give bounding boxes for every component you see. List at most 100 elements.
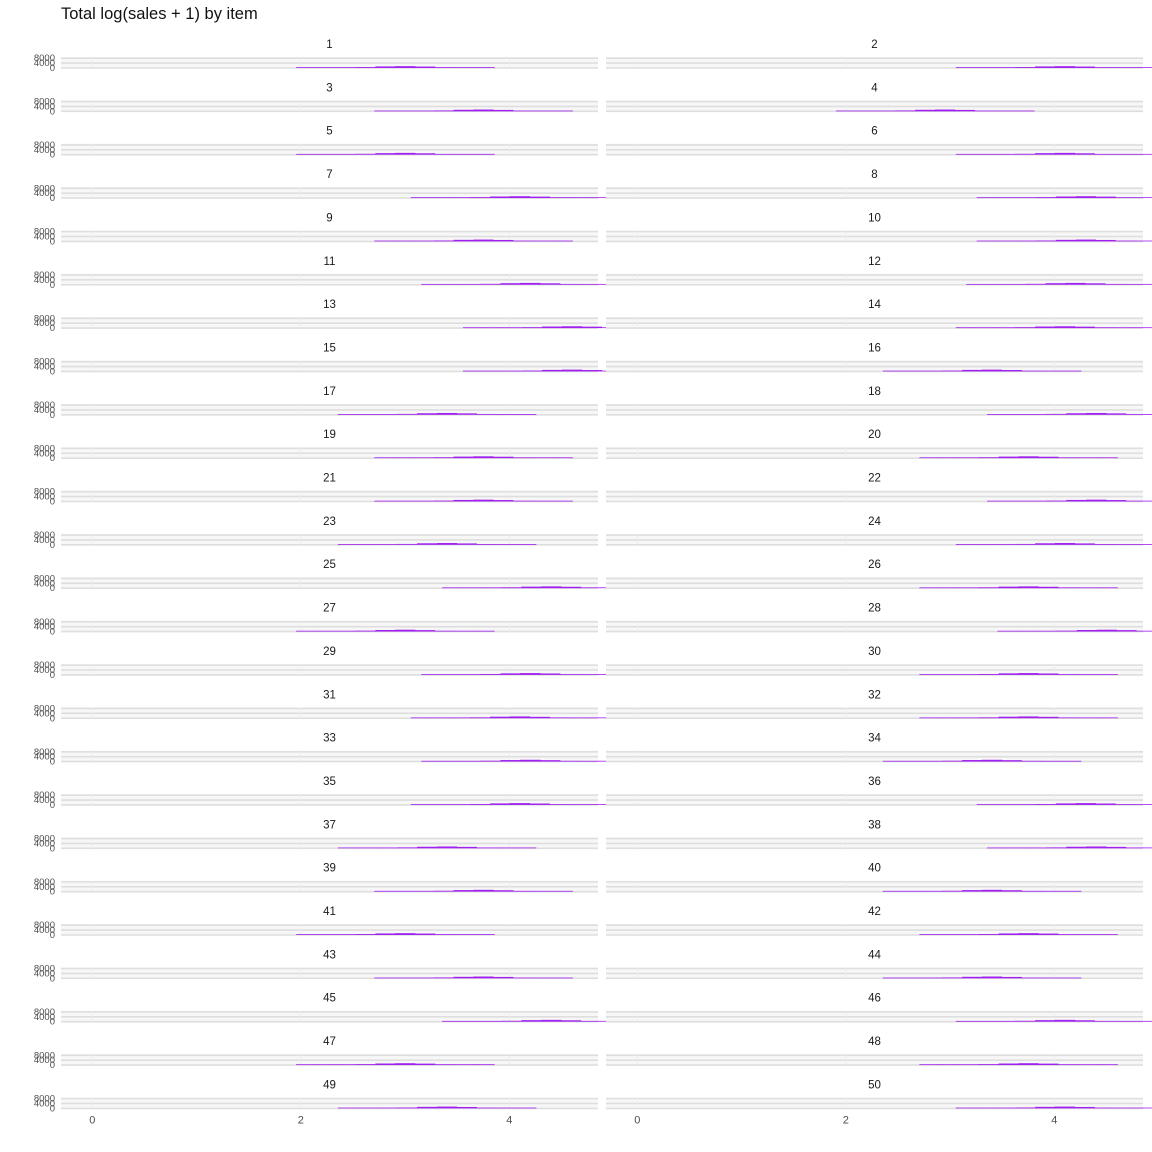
histogram-bar	[1085, 283, 1106, 285]
histogram-bar	[978, 457, 999, 459]
facet-panel-44: 44	[606, 949, 1143, 980]
histogram-bar	[855, 110, 876, 112]
histogram-bar	[902, 370, 923, 372]
histogram-bar	[461, 1020, 483, 1022]
y-tick-label: 4000	[34, 665, 55, 676]
histogram-bar	[474, 67, 495, 68]
histogram-bar	[315, 630, 337, 632]
histogram-bar	[462, 370, 484, 372]
histogram-bar	[335, 153, 356, 155]
histogram-bar	[579, 283, 600, 285]
histogram-bar	[529, 716, 550, 719]
histogram-bar	[532, 110, 554, 112]
histogram-bar	[1001, 890, 1022, 892]
histogram-bar	[895, 110, 916, 112]
histogram-bar	[522, 327, 543, 329]
histogram-bar	[430, 197, 451, 199]
histogram-bar	[998, 673, 1019, 675]
histogram-bar	[470, 717, 491, 719]
histogram-bar	[500, 283, 521, 285]
histogram-bar	[357, 847, 378, 849]
y-tick-label: 8000	[34, 97, 55, 108]
y-tick-label: 0	[50, 1103, 55, 1114]
histogram-bar	[1054, 152, 1076, 155]
histogram-bar	[955, 1107, 977, 1109]
histogram-bar	[496, 847, 517, 849]
facet-strip-label: 24	[868, 516, 881, 528]
histogram-bar	[374, 977, 395, 979]
histogram-bar	[357, 1107, 378, 1109]
histogram-bar	[1035, 1020, 1056, 1022]
y-tick-label: 0	[50, 757, 55, 768]
histogram-bar	[1061, 370, 1082, 372]
histogram-bar	[454, 1064, 475, 1066]
histogram-bar	[502, 370, 523, 372]
histogram-bar	[460, 760, 482, 762]
histogram-bar	[955, 327, 977, 329]
histogram-bar	[875, 110, 896, 112]
histogram-bar	[978, 673, 999, 675]
histogram-bar	[1006, 414, 1028, 415]
histogram-bar	[490, 803, 511, 805]
facet-panel-10: 10	[606, 212, 1152, 243]
histogram-bar	[1035, 153, 1056, 155]
histogram-bar	[569, 197, 590, 199]
histogram-bar	[995, 544, 1016, 545]
histogram-bar	[453, 976, 474, 979]
histogram-bar	[1125, 847, 1147, 849]
y-tick-label: 8000	[34, 964, 55, 975]
histogram-bar	[1054, 66, 1076, 68]
histogram-bar	[1058, 717, 1079, 719]
y-tick-label: 0	[50, 627, 55, 638]
facet-strip-label: 28	[868, 603, 881, 615]
y-tick-label: 8000	[34, 703, 55, 714]
histogram-bar	[394, 977, 415, 979]
histogram-bar	[413, 110, 435, 112]
histogram-bar	[1077, 934, 1099, 935]
histogram-bar	[394, 890, 415, 892]
histogram-bar	[955, 1020, 977, 1022]
histogram-bar	[1134, 327, 1152, 329]
y-tick-label: 0	[50, 453, 55, 464]
histogram-bar	[560, 1020, 582, 1022]
histogram-bar	[922, 370, 943, 372]
histogram-bar	[975, 544, 996, 545]
histogram-bar	[942, 890, 963, 892]
histogram-bar	[1135, 197, 1152, 199]
histogram-bar	[315, 934, 337, 935]
facet-strip-label: 40	[868, 863, 881, 875]
histogram-bar	[1114, 327, 1135, 329]
histogram-bar	[1021, 977, 1042, 979]
y-tick-label: 8000	[34, 1007, 55, 1018]
x-tick-label: 4	[506, 1114, 512, 1126]
histogram-bar	[1041, 977, 1062, 979]
histogram-bar	[436, 412, 458, 415]
histogram-bar	[987, 847, 1008, 849]
histogram-bar	[975, 1020, 996, 1022]
histogram-bar	[520, 673, 541, 675]
facet-panel-46: 46	[606, 993, 1152, 1023]
histogram-bar	[413, 457, 435, 459]
histogram-bar	[998, 1063, 1019, 1066]
histogram-bar	[410, 717, 432, 719]
histogram-bar	[434, 630, 456, 632]
facet-strip-label: 27	[323, 603, 336, 615]
histogram-bar	[417, 413, 438, 415]
histogram-bar	[1094, 153, 1115, 155]
y-tick-label: 8000	[34, 877, 55, 888]
y-tick-label: 4000	[34, 188, 55, 199]
y-tick-label: 8000	[34, 357, 55, 368]
y-tick-label: 0	[50, 1017, 55, 1028]
histogram-bar	[1061, 977, 1082, 979]
histogram-bar	[493, 239, 514, 242]
y-tick-label: 0	[50, 670, 55, 681]
histogram-bar	[1026, 414, 1047, 415]
histogram-bar	[470, 804, 491, 805]
histogram-bar	[470, 197, 491, 199]
histogram-bar	[415, 933, 436, 935]
histogram-bar	[1025, 283, 1046, 285]
histogram-bar	[955, 544, 977, 545]
